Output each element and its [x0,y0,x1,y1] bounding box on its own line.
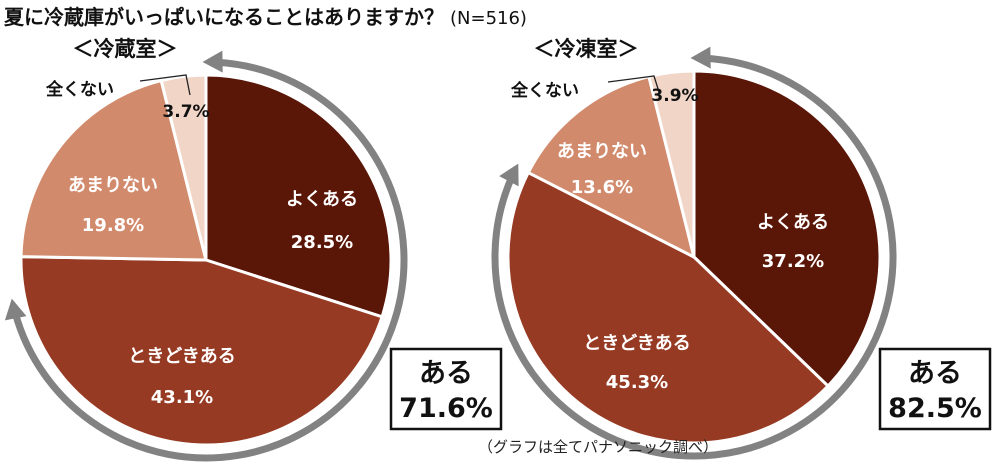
arrow-head-icon [202,50,223,73]
arrow-head-icon [499,163,519,187]
slice-value-often: 37.2% [762,251,824,272]
slice-value-never: 3.9% [651,86,698,106]
pie-slice-often [204,73,393,319]
source-note: （グラフは全てパナソニック調べ） [478,438,718,456]
pie-slice-often [692,69,882,388]
slice-value-sometimes: 45.3% [606,372,668,393]
slice-label-often: よくある [757,212,829,233]
slice-value-rarely: 19.8% [82,215,144,236]
slice-value-often: 28.5% [291,232,353,253]
total-label: ある [419,358,473,389]
arrow-head-icon [690,46,711,69]
total-box [389,347,503,431]
sample-size-label: (N=516) [450,8,527,29]
slice-label-never: 全くない [510,80,579,101]
slice-value-sometimes: 43.1% [151,387,213,408]
pie-slice-sometimes [19,255,384,447]
slice-value-rarely: 13.6% [571,177,633,198]
slice-label-often: よくある [286,189,358,210]
total-arc [11,58,408,462]
pie-slice-rarely [19,79,208,262]
total-label: ある [908,358,962,389]
arrow-head-icon [4,298,27,321]
slice-label-rarely: あまりない [68,175,158,196]
total-arc [491,54,897,460]
pie-charts: ＜冷蔵室＞ よくある 28.5% ときどきある 43.1% あまりない 19.8% 全くない 3… [4,37,992,462]
slice-label-sometimes: ときどきある [583,333,690,354]
total-box [878,347,992,431]
total-value: 82.5% [888,393,982,424]
total-value: 71.6% [399,393,493,424]
refrigerator-pie: ＜冷蔵室＞ よくある 28.5% ときどきある 43.1% あまりない 19.8% 全くない 3… [4,37,503,462]
slice-label-never: 全くない [45,79,114,100]
pie-title: ＜冷蔵室＞ [73,37,178,61]
pie-slice-rarely [526,75,696,259]
pie-title: ＜冷凍室＞ [534,37,639,61]
leader-line [139,74,191,96]
pie-slice-sometimes [506,171,830,445]
pie-slice-never [159,73,208,262]
slice-value-never: 3.7% [162,102,209,122]
freezer-pie: ＜冷凍室＞ よくある 37.2% ときどきある 45.3% あまりない 13.6% 全くない 3… [491,37,992,460]
leader-line [607,75,660,93]
slice-label-rarely: あまりない [557,141,647,162]
figure-title: 夏に冷蔵庫がいっぱいになることはありますか？ [4,5,444,29]
slice-label-sometimes: ときどきある [128,346,235,367]
